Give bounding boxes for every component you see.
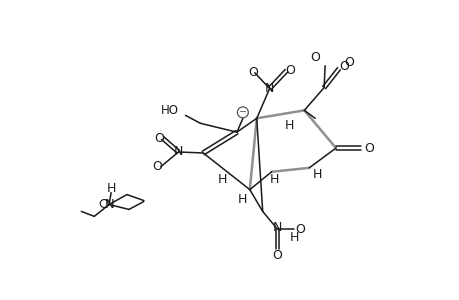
Text: H: H	[106, 182, 116, 195]
Text: H: H	[312, 168, 321, 181]
Text: N: N	[174, 146, 183, 158]
Text: HO: HO	[160, 104, 178, 117]
Text: N: N	[272, 221, 282, 234]
Text: N: N	[104, 198, 114, 211]
Text: H: H	[284, 119, 293, 132]
Text: O: O	[285, 64, 295, 77]
Text: H: H	[269, 173, 279, 186]
Text: −: −	[238, 107, 246, 117]
Text: O: O	[363, 142, 373, 154]
Text: O: O	[247, 66, 257, 79]
Text: H: H	[238, 193, 247, 206]
Text: H: H	[289, 231, 298, 244]
Text: O: O	[338, 60, 348, 73]
Text: N: N	[264, 82, 274, 95]
Text: O: O	[152, 160, 162, 173]
Text: O: O	[343, 56, 353, 69]
Text: O: O	[295, 223, 305, 236]
Text: O: O	[154, 132, 164, 145]
Text: O: O	[272, 248, 282, 262]
Text: O: O	[309, 51, 319, 64]
Text: H: H	[217, 173, 226, 186]
